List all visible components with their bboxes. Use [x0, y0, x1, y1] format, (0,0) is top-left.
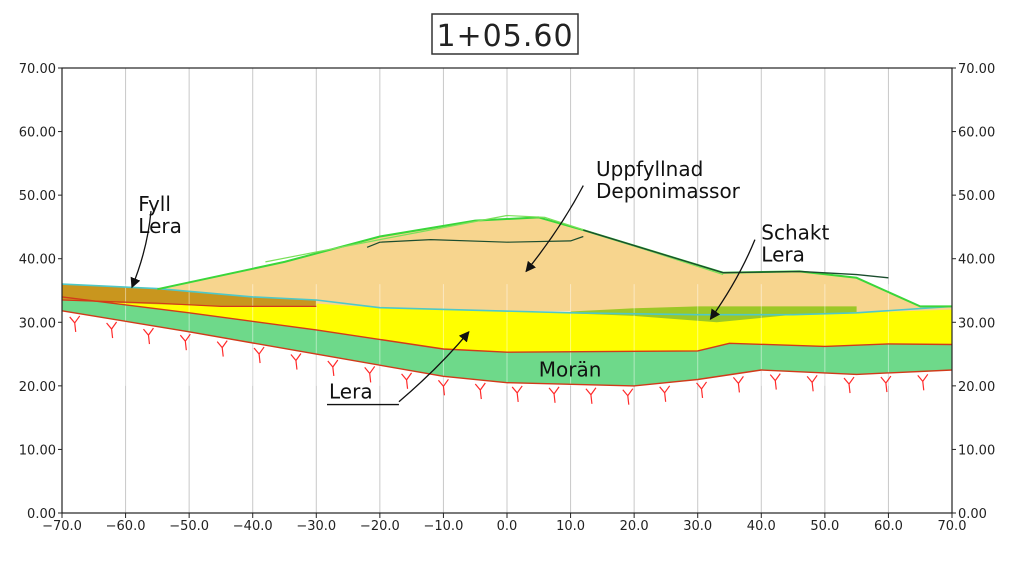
bedrock-symbol: [843, 376, 855, 394]
annotation-text: Lera: [761, 243, 805, 267]
bedrock-symbol: [327, 359, 339, 377]
boundary-fyll: [61, 299, 317, 307]
y-tick-label-left: 20.00: [19, 380, 56, 395]
bedrock-symbol: [696, 381, 708, 398]
x-tick-label: 60.0: [874, 519, 903, 534]
y-tick-label-right: 40.00: [958, 253, 995, 268]
bedrock-symbol: [437, 378, 449, 396]
y-tick-label-left: 10.00: [19, 443, 56, 458]
bedrock-symbol: [548, 386, 560, 403]
bedrock-symbol: [806, 374, 818, 392]
bedrock-symbol: [622, 388, 634, 405]
x-tick-label: 10.0: [556, 519, 585, 534]
x-tick-label: −30.0: [296, 519, 336, 534]
y-tick-label-left: 70.00: [19, 62, 56, 77]
terrain-line-inner: [366, 235, 584, 248]
y-tick-label-left: 50.00: [19, 189, 56, 204]
x-tick-label: 70.0: [938, 519, 967, 534]
x-tick-label: −70.0: [42, 519, 82, 534]
bedrock-symbol: [880, 375, 892, 393]
bedrock-symbol: [364, 366, 376, 383]
x-tick-label: 30.0: [683, 519, 712, 534]
annotation-arrow: [709, 239, 756, 320]
annotation: Lera: [329, 331, 470, 404]
boundary-old-ground: [61, 283, 953, 316]
boundary-bedrock: [61, 310, 953, 387]
x-tick-label: −60.0: [106, 519, 146, 534]
x-tick-label: 50.0: [810, 519, 839, 534]
y-tick-label-right: 30.00: [958, 316, 995, 331]
annotation-text: Fyll: [138, 192, 171, 216]
annotation-text: Schakt: [761, 221, 829, 245]
annotation-text: Lera: [138, 214, 182, 238]
x-tick-label: −50.0: [169, 519, 209, 534]
layer-fyll-lera: [62, 284, 317, 307]
bedrock-symbol: [401, 372, 413, 389]
bedrock-symbol: [659, 385, 671, 402]
y-tick-label-left: 30.00: [19, 316, 56, 331]
x-tick-label: 40.0: [747, 519, 776, 534]
bedrock-symbol: [511, 385, 523, 402]
layer-moran: [62, 296, 952, 386]
annotation-text: Deponimassor: [596, 179, 741, 203]
annotations: FyllLeraUppfyllnadDeponimassorSchaktLera…: [130, 157, 829, 406]
bedrock-symbol: [142, 327, 154, 345]
y-axis-ticks-right: 0.00 10.00 20.00 30.00 40.00 50.00 60.00 70.00: [952, 62, 995, 522]
bedrock-symbol: [769, 373, 781, 390]
section-title-box: 1+05.60: [431, 13, 579, 55]
annotation: Morän: [539, 357, 602, 381]
annotation-arrow: [525, 185, 584, 273]
x-tick-label: −40.0: [233, 519, 273, 534]
bedrock-symbol: [253, 346, 265, 364]
annotation-text: Morän: [539, 357, 602, 381]
x-axis-ticks: −70.0 −60.0 −50.0 −40.0 −30.0 −20.0 −10.0 0.0 10…: [42, 513, 966, 534]
y-tick-label-right: 60.00: [958, 126, 995, 141]
section-title: 1+05.60: [436, 19, 573, 54]
y-tick-label-right: 0.00: [958, 507, 987, 522]
x-tick-label: −10.0: [424, 519, 464, 534]
y-tick-label-left: 60.00: [19, 126, 56, 141]
x-tick-label: 0.0: [497, 519, 518, 534]
y-tick-label-right: 20.00: [958, 380, 995, 395]
y-tick-label-left: 40.00: [19, 253, 56, 268]
bedrock-symbols: [69, 315, 929, 405]
x-tick-label: −20.0: [360, 519, 400, 534]
soil-layers: [62, 217, 952, 386]
bedrock-symbol: [216, 340, 228, 357]
bedrock-symbol: [917, 373, 929, 391]
y-tick-label-right: 70.00: [958, 62, 995, 77]
bedrock-symbol: [106, 321, 118, 339]
bedrock-symbol: [732, 376, 744, 393]
boundary-lera-moran: [61, 296, 953, 353]
y-tick-label-left: 0.00: [27, 507, 56, 522]
annotation-text: Uppfyllnad: [596, 157, 703, 181]
bedrock-symbol: [290, 353, 302, 370]
annotation-arrow: [130, 210, 152, 289]
y-tick-label-right: 10.00: [958, 443, 995, 458]
annotation-text: Lera: [329, 380, 373, 404]
layer-lera: [62, 296, 952, 353]
bedrock-symbol: [474, 382, 486, 400]
bedrock-symbol: [179, 333, 191, 351]
x-tick-label: 20.0: [620, 519, 649, 534]
y-axis-ticks-left: 0.00 10.00 20.00 30.00 40.00 50.00 60.00 70.00: [19, 62, 62, 522]
layer-fill-mound: [157, 217, 952, 315]
surface-lines: [61, 214, 953, 387]
y-tick-label-right: 50.00: [958, 189, 995, 204]
bedrock-symbol: [585, 387, 597, 404]
terrain-line-right: [583, 229, 889, 279]
bedrock-symbol: [69, 315, 81, 333]
annotation-arrow: [398, 331, 470, 403]
